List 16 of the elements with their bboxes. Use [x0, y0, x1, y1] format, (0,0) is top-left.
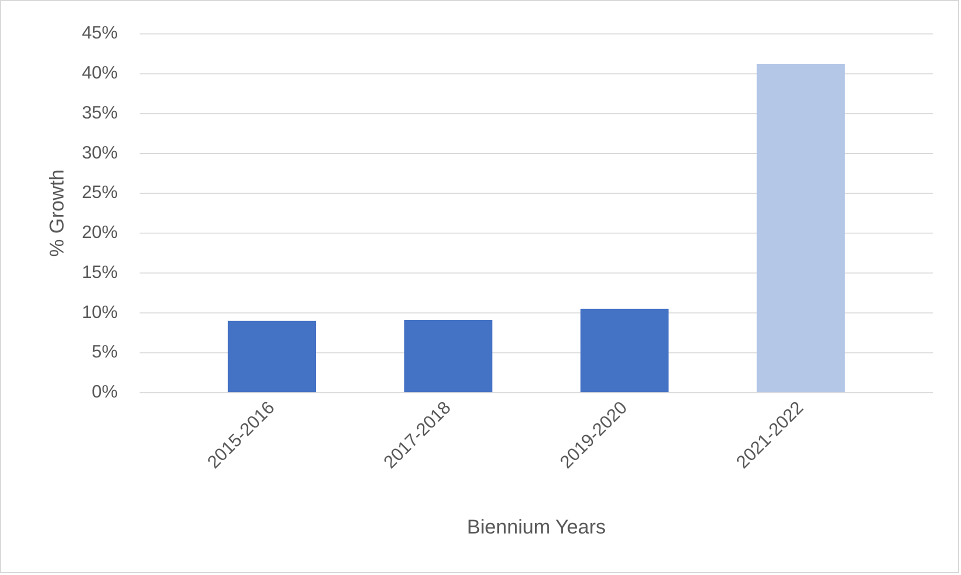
bar: [404, 320, 492, 392]
y-tick-label: 5%: [92, 342, 118, 362]
bar: [580, 308, 669, 392]
y-tick-label: 40%: [82, 62, 118, 83]
y-tick-label: 0%: [92, 382, 118, 402]
x-axis-title: Biennium Years: [467, 516, 606, 539]
y-tick-label: 15%: [82, 262, 118, 282]
y-tick-label: 25%: [82, 182, 118, 202]
y-tick-label: 10%: [82, 302, 118, 322]
y-tick-label: 35%: [82, 102, 118, 122]
bar: [756, 64, 845, 392]
y-tick-label: 30%: [82, 142, 118, 162]
y-tick-label: 20%: [82, 222, 118, 242]
y-axis-title: % Growth: [46, 169, 68, 257]
y-tick-label: 45%: [82, 22, 118, 43]
bar: [228, 320, 316, 392]
